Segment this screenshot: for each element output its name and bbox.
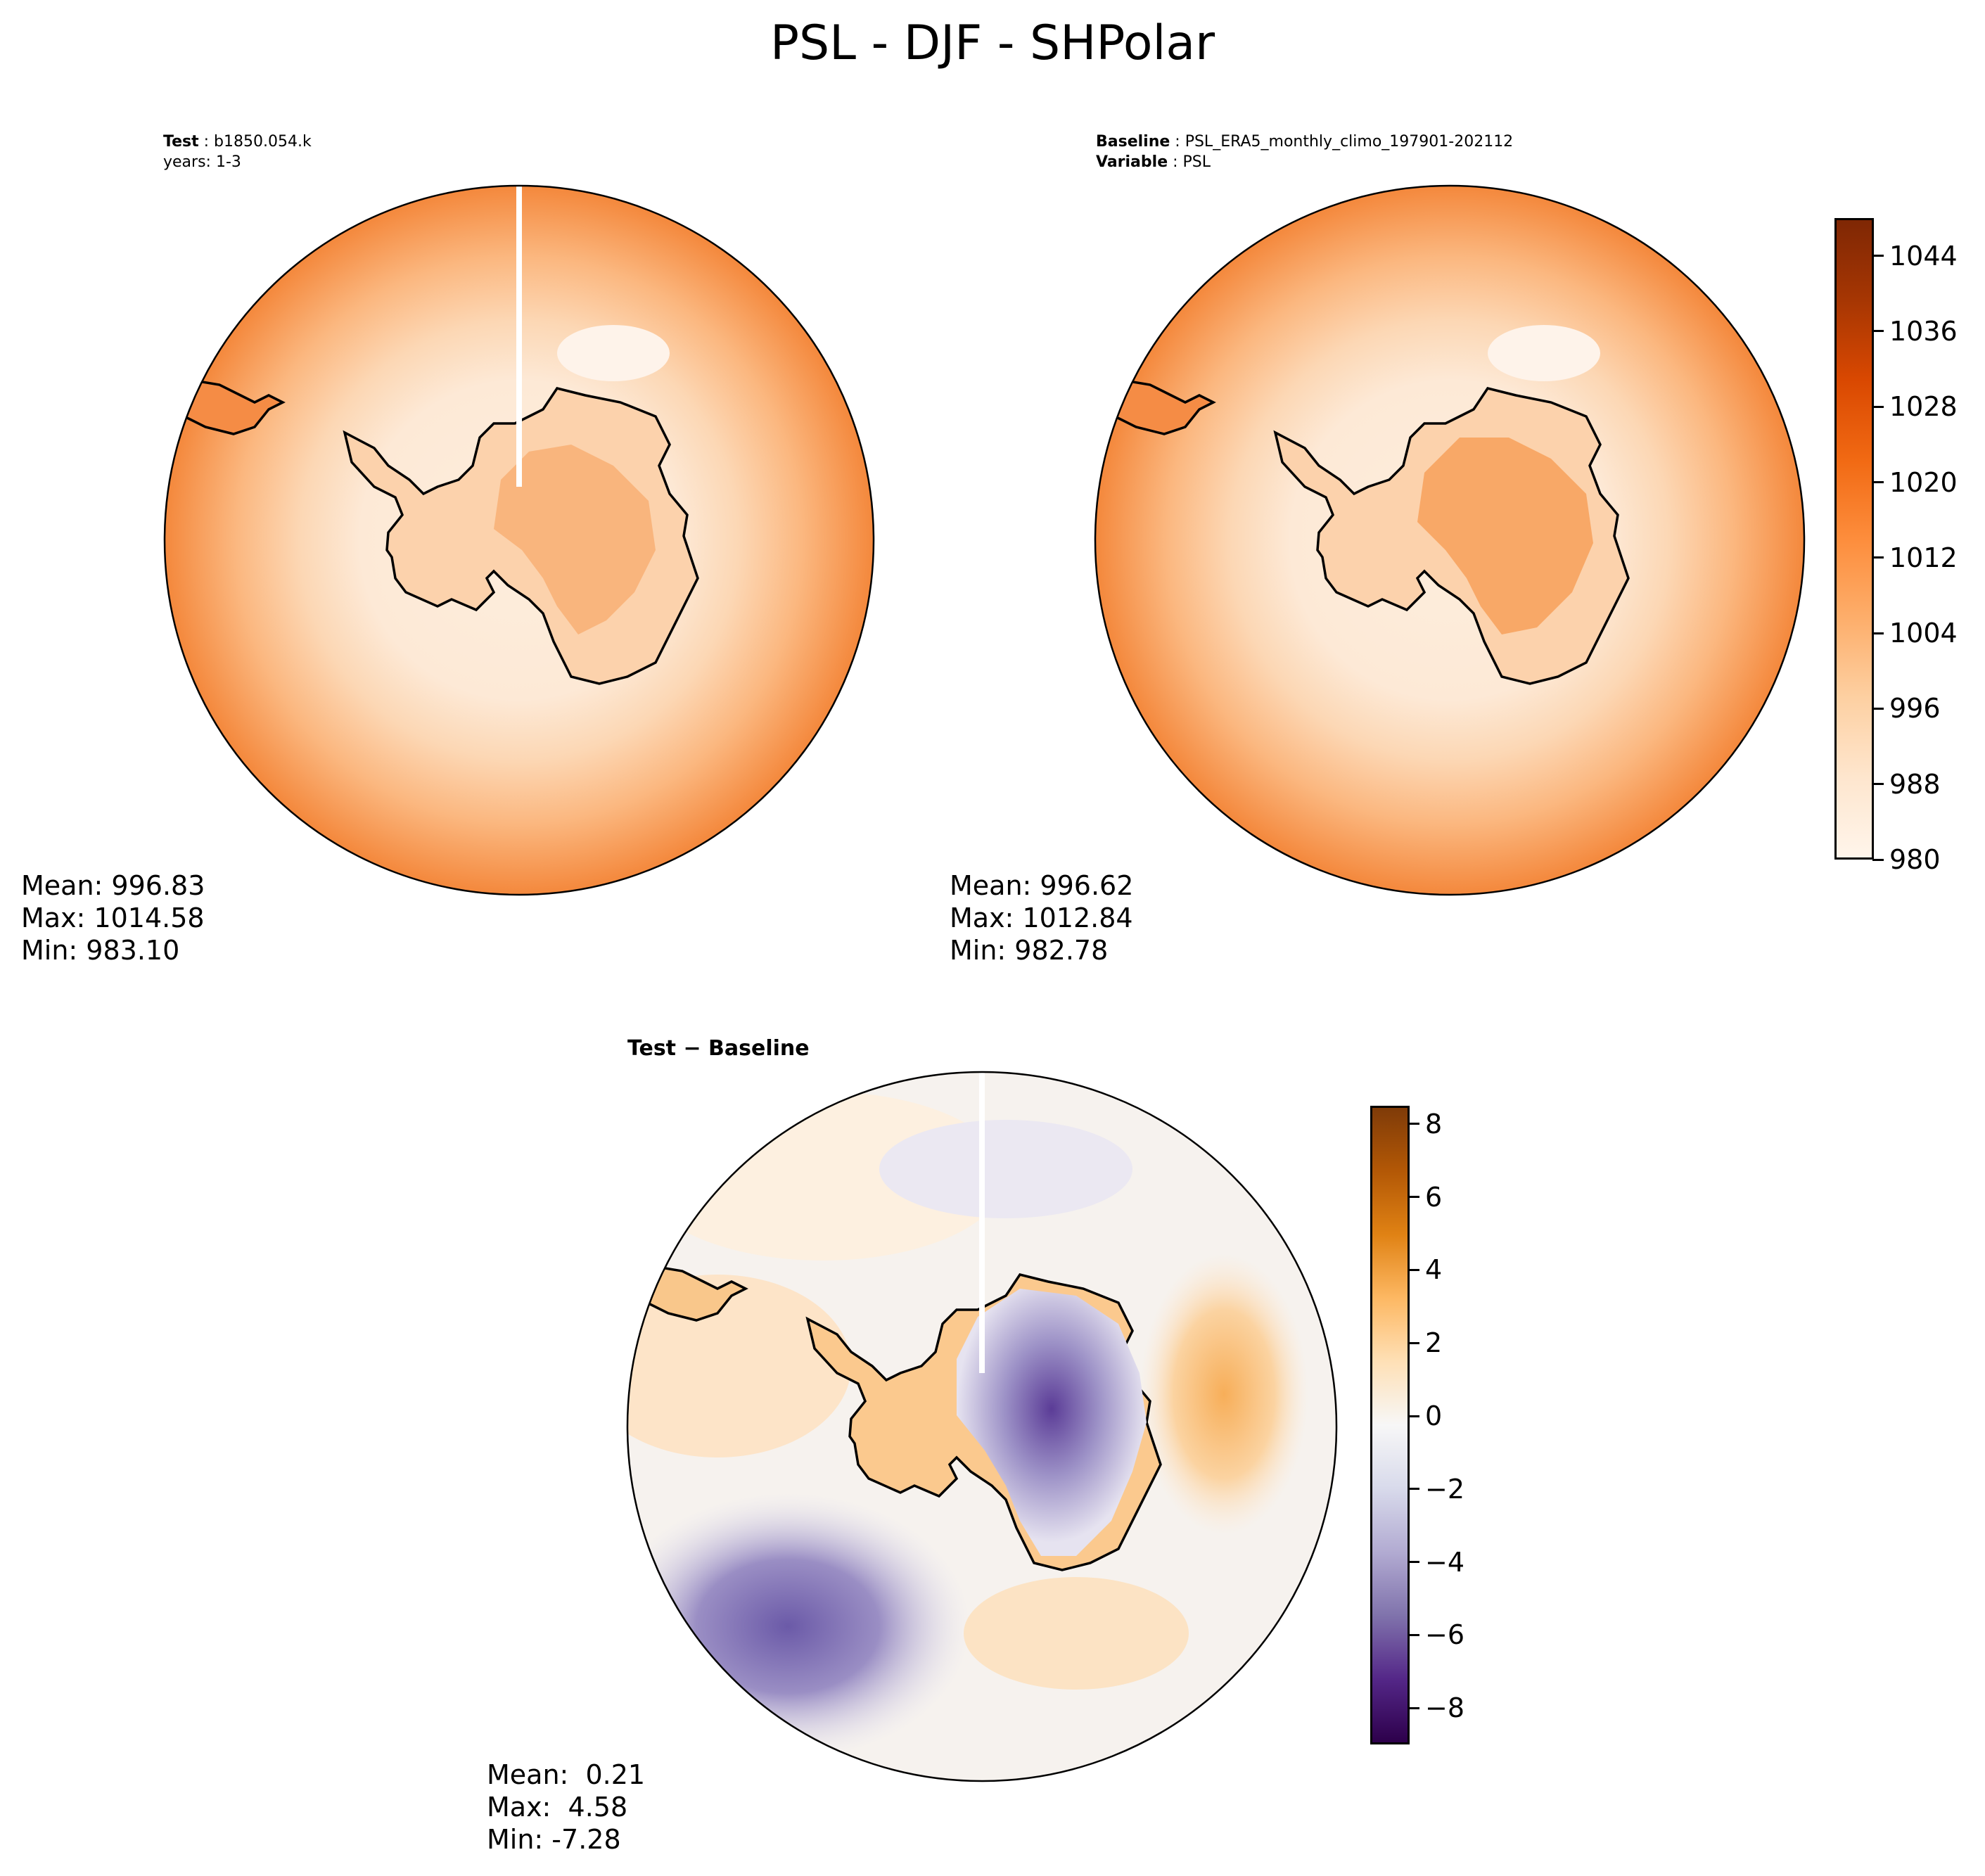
- difference-negative-north: [879, 1120, 1132, 1218]
- difference-positive-band-west: [627, 1275, 851, 1457]
- test-header-label: Test: [163, 133, 199, 151]
- difference-colorbar-tick-label: −6: [1425, 1619, 1465, 1651]
- difference-colorbar-tick-mark: [1408, 1415, 1419, 1417]
- difference-colorbar-tick-mark: [1408, 1488, 1419, 1491]
- baseline-variable-label: Variable: [1096, 153, 1168, 171]
- difference-positive-south: [964, 1577, 1189, 1690]
- baseline-stats: Mean: 996.62 Max: 1012.84 Min: 982.78: [950, 869, 1133, 966]
- test-panel-header: Test : b1850.054.k years: 1-3: [163, 133, 312, 171]
- absolute-colorbar-tick-label: 1020: [1889, 466, 1958, 498]
- difference-colorbar-tick-label: −4: [1425, 1546, 1465, 1578]
- difference-colorbar-tick-mark: [1408, 1123, 1419, 1125]
- absolute-colorbar-tick-mark: [1872, 330, 1884, 333]
- difference-colorbar-tick-mark: [1408, 1633, 1419, 1636]
- absolute-colorbar-tick-mark: [1872, 556, 1884, 559]
- absolute-colorbar-tick-mark: [1872, 707, 1884, 710]
- difference-colorbar-tick-label: 6: [1425, 1181, 1443, 1213]
- absolute-colorbar-tick-label: 1028: [1889, 391, 1958, 423]
- baseline-header-value: PSL_ERA5_monthly_climo_197901-202112: [1185, 133, 1514, 151]
- difference-stat-max: Max: 4.58: [487, 1792, 628, 1823]
- test-stat-min: Min: 983.10: [21, 935, 180, 966]
- difference-antarctica-negative-core: [957, 1289, 1147, 1556]
- baseline-polar-map: [1094, 184, 1806, 896]
- absolute-colorbar-tick-label: 1012: [1889, 542, 1958, 573]
- difference-colorbar-tick-label: 4: [1425, 1254, 1443, 1286]
- baseline-variable-value: PSL: [1182, 153, 1211, 171]
- test-stat-max: Max: 1014.58: [21, 902, 205, 933]
- difference-polar-map: [626, 1071, 1338, 1782]
- test-data-seam: [516, 186, 522, 487]
- absolute-colorbar-tick-label: 1044: [1889, 240, 1958, 272]
- absolute-colorbar-tick-label: 1036: [1889, 315, 1958, 347]
- baseline-antarctica-plateau: [1417, 438, 1593, 634]
- baseline-header-label: Baseline: [1096, 133, 1170, 151]
- absolute-colorbar-tick-label: 1004: [1889, 618, 1958, 649]
- difference-colorbar-tick-mark: [1408, 1341, 1419, 1344]
- test-low-pressure-cell: [557, 325, 670, 381]
- absolute-colorbar-tick-mark: [1872, 255, 1884, 257]
- difference-colorbar-tick-mark: [1408, 1268, 1419, 1271]
- absolute-colorbar-tick-mark: [1872, 858, 1884, 861]
- difference-negative-anomaly-southwest: [627, 1493, 971, 1760]
- baseline-stat-min: Min: 982.78: [950, 935, 1109, 966]
- test-stats: Mean: 996.83 Max: 1014.58 Min: 983.10: [21, 869, 205, 966]
- difference-stat-mean: Mean: 0.21: [487, 1759, 646, 1790]
- difference-colorbar-tick-mark: [1408, 1196, 1419, 1199]
- baseline-panel-header: Baseline : PSL_ERA5_monthly_climo_197901…: [1096, 133, 1514, 171]
- difference-colorbar-tick-label: −8: [1425, 1692, 1465, 1724]
- absolute-colorbar-tick-mark: [1872, 632, 1884, 634]
- baseline-low-pressure-cell: [1488, 325, 1600, 381]
- difference-stats: Mean: 0.21 Max: 4.58 Min: -7.28: [487, 1759, 645, 1856]
- absolute-colorbar-tick-label: 988: [1889, 768, 1941, 800]
- absolute-colorbar-tick-mark: [1872, 481, 1884, 484]
- test-polar-map: [163, 184, 875, 896]
- difference-stat-min: Min: -7.28: [487, 1824, 621, 1855]
- baseline-stat-max: Max: 1012.84: [950, 902, 1133, 933]
- figure-title: PSL - DJF - SHPolar: [770, 15, 1215, 71]
- difference-colorbar-tick-label: 2: [1425, 1327, 1443, 1359]
- absolute-colorbar-tick-mark: [1872, 405, 1884, 408]
- test-header-value: b1850.054.k: [214, 133, 312, 151]
- absolute-colorbar-tick-label: 980: [1889, 844, 1941, 875]
- difference-colorbar-tick-label: 0: [1425, 1400, 1443, 1432]
- difference-positive-anomaly-east: [1140, 1253, 1308, 1535]
- absolute-colorbar: [1834, 218, 1874, 860]
- difference-panel-title: Test − Baseline: [627, 1036, 810, 1061]
- difference-colorbar-tick-label: −2: [1425, 1473, 1465, 1505]
- difference-colorbar: [1370, 1106, 1410, 1744]
- difference-colorbar-tick-mark: [1408, 1706, 1419, 1709]
- difference-data-seam: [979, 1072, 985, 1373]
- difference-colorbar-tick-label: 8: [1425, 1108, 1443, 1140]
- difference-colorbar-tick-mark: [1408, 1561, 1419, 1564]
- test-antarctica-plateau: [494, 445, 656, 634]
- test-header-years: years: 1-3: [163, 153, 241, 171]
- baseline-stat-mean: Mean: 996.62: [950, 870, 1134, 901]
- absolute-colorbar-tick-label: 996: [1889, 693, 1941, 725]
- test-stat-mean: Mean: 996.83: [21, 870, 205, 901]
- absolute-colorbar-tick-mark: [1872, 783, 1884, 786]
